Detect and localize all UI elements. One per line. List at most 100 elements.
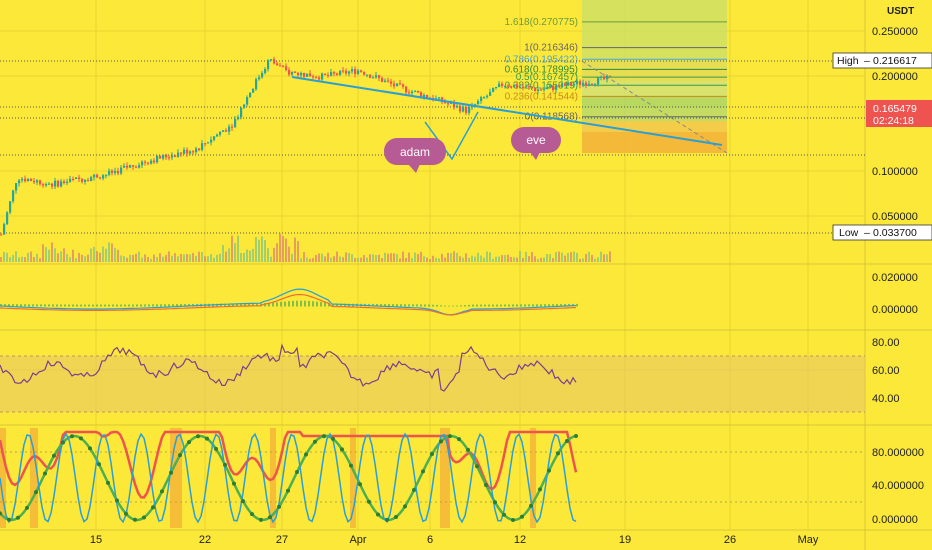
candle-body <box>282 65 285 67</box>
volume-bar <box>6 252 8 262</box>
fib-retracement[interactable]: 1.618(0.270775) 1(0.216346)0.786(0.195422… <box>505 0 728 154</box>
volume-bar <box>273 247 275 262</box>
volume-bar <box>270 256 272 262</box>
volume-bar <box>264 240 266 262</box>
volume-bar <box>429 258 431 262</box>
volume-bar <box>534 256 536 262</box>
volume-bar <box>18 257 20 262</box>
candle-body <box>585 82 588 86</box>
candle-body <box>228 126 231 132</box>
rsi-tick: 60.00 <box>872 365 900 377</box>
candle-body <box>33 180 36 183</box>
stoch-dot <box>25 505 29 510</box>
macd-bar <box>84 304 86 307</box>
stoch-dot <box>61 440 65 445</box>
candle-body <box>594 84 597 86</box>
volume-bar <box>459 256 461 262</box>
candle-body <box>258 77 261 80</box>
volume-bar <box>57 253 59 262</box>
fib-label: 0.786(0.195422) <box>505 54 578 65</box>
candle-body <box>573 84 576 86</box>
candle-body <box>444 102 447 104</box>
candle-body <box>486 95 489 98</box>
volume-bar <box>405 257 407 262</box>
countdown-timer: 02:24:18 <box>873 115 914 127</box>
volume-bar <box>99 252 101 262</box>
volume-bar <box>3 251 5 262</box>
candle-body <box>255 79 258 90</box>
macd-bar <box>528 304 530 307</box>
macd-tick: 0.000000 <box>872 304 918 316</box>
volume-bar <box>609 251 611 262</box>
macd-bar <box>520 304 522 307</box>
price-tick: 0.050000 <box>872 211 918 223</box>
stoch-tick: 80.000000 <box>872 447 924 459</box>
volume-bar <box>27 252 29 262</box>
price-axis[interactable]: USDT 0.250000 0.200000 0.100000 0.050000 <box>872 6 918 223</box>
candle-body <box>90 177 93 182</box>
volume-bar <box>276 243 278 262</box>
stoch-dot <box>196 434 200 439</box>
volume-bar <box>231 235 233 262</box>
volume-bar <box>66 253 68 262</box>
volume-bar <box>123 256 125 262</box>
volume-bar <box>261 236 263 262</box>
macd-bar <box>156 304 158 307</box>
adam-bubble[interactable]: adam <box>384 138 446 173</box>
stoch-dot <box>214 446 218 451</box>
stoch-dot <box>448 434 452 439</box>
stoch-dot <box>187 440 191 445</box>
volume-bar <box>522 258 524 262</box>
volume-bar <box>126 257 128 262</box>
volume-bar <box>501 255 503 262</box>
macd-bar <box>72 304 74 307</box>
stoch-dot <box>475 464 479 469</box>
candle-body <box>492 87 495 92</box>
eve-bubble[interactable]: eve <box>511 127 561 160</box>
volume-bar <box>120 255 122 262</box>
macd-bar <box>172 304 174 307</box>
stoch-axis[interactable]: 80.000000 40.000000 0.000000 <box>872 447 924 526</box>
volume-bar <box>564 255 566 262</box>
stoch-dot <box>412 488 416 493</box>
macd-bar <box>540 304 542 307</box>
candle-body <box>240 107 243 118</box>
macd-axis[interactable]: 0.020000 0.000000 <box>872 272 918 316</box>
macd-bar <box>404 304 406 307</box>
stoch-dot <box>493 500 497 505</box>
candle-body <box>252 89 255 93</box>
candle-body <box>495 86 498 88</box>
stoch-dot <box>34 490 38 495</box>
stoch-dot <box>142 515 146 520</box>
rsi-axis[interactable]: 80.00 60.00 40.00 <box>872 337 900 405</box>
adam-label: adam <box>400 145 430 159</box>
macd-bar <box>240 303 242 307</box>
candle-body <box>222 130 225 132</box>
candle-body <box>582 82 585 85</box>
macd-bar <box>256 303 258 307</box>
volume-bar <box>171 255 173 262</box>
volume-bar <box>351 254 353 262</box>
candle-body <box>42 184 45 186</box>
volume-bar <box>375 254 377 262</box>
macd-bar <box>8 304 10 307</box>
candle-body <box>117 171 120 174</box>
candle-body <box>609 75 612 77</box>
macd-bar <box>448 305 450 307</box>
volume-bar <box>573 251 575 262</box>
stoch-tick: 40.000000 <box>872 480 924 492</box>
stoch-dot <box>277 504 281 509</box>
time-tick: 6 <box>427 534 433 546</box>
macd-bar <box>284 301 286 307</box>
volume-bar <box>48 249 50 262</box>
volume-bar <box>489 252 491 262</box>
candle-body <box>123 165 126 168</box>
candle-body <box>21 178 24 181</box>
descending-trendline[interactable] <box>291 76 723 146</box>
volume-bar <box>516 257 518 262</box>
time-axis[interactable]: 15 22 27 Apr 6 12 19 26 May <box>90 534 819 546</box>
volume-bar <box>138 251 140 262</box>
candle-body <box>426 95 429 98</box>
macd-bar <box>340 303 342 307</box>
